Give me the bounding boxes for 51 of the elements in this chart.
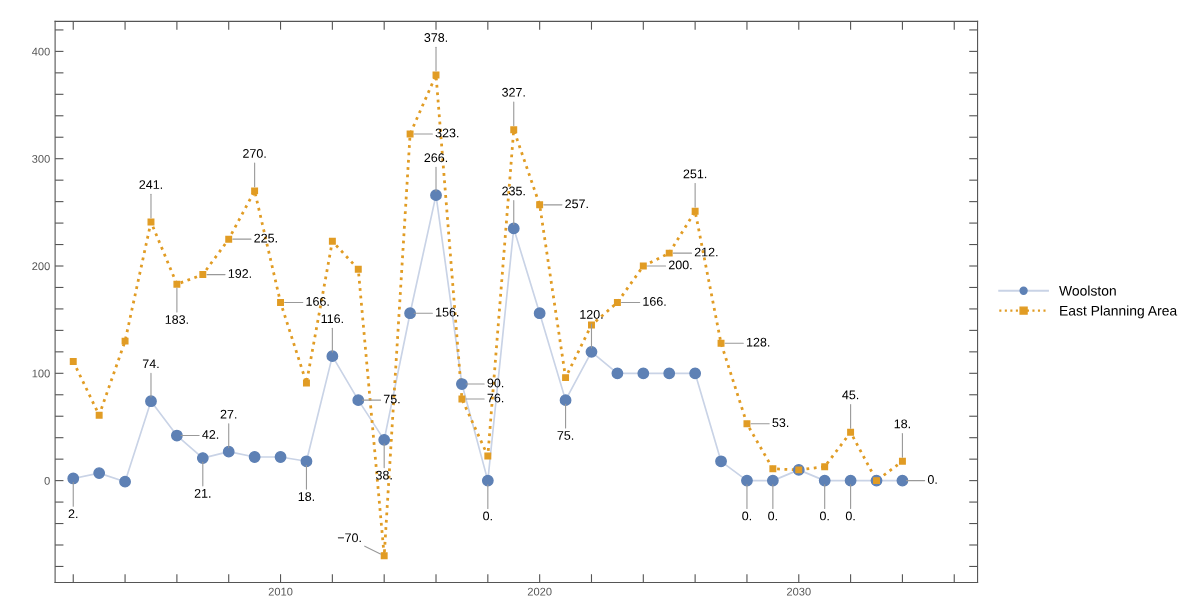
data-label: 270. [243, 149, 266, 158]
data-label: 225. [254, 233, 277, 243]
data-label: 0. [742, 511, 752, 521]
data-label: 200. [668, 260, 692, 270]
data-label: 183. [165, 315, 188, 324]
y-tick-label: 200 [32, 262, 50, 271]
data-label: 2. [68, 509, 78, 519]
data-label: 166. [643, 296, 666, 306]
data-label: 75. [557, 431, 574, 440]
x-tick-label: 2010 [268, 587, 293, 596]
data-label: 90. [487, 378, 504, 388]
data-label: 18. [894, 419, 910, 429]
data-label: 53. [772, 418, 789, 428]
data-label: 166. [306, 296, 329, 306]
data-label: 241. [139, 180, 163, 189]
data-label: 0. [768, 511, 777, 521]
data-label: 128. [746, 337, 770, 347]
data-label: 212. [694, 247, 718, 257]
data-label: 38. [375, 470, 392, 480]
data-label: −70. [337, 533, 361, 543]
data-label: 76. [487, 393, 504, 403]
data-label: 327. [502, 87, 525, 97]
data-label: 192. [228, 269, 251, 278]
data-label: 235. [502, 186, 525, 196]
data-label: 0. [483, 511, 492, 521]
data-label: 0. [845, 511, 855, 521]
y-tick-label: 100 [32, 369, 50, 378]
data-label: 45. [842, 390, 859, 400]
data-label: 120. [580, 309, 603, 319]
data-label: 18. [298, 492, 314, 502]
y-tick-label: 300 [32, 154, 50, 163]
data-label: 0. [819, 511, 829, 521]
legend-label: Woolston [1059, 285, 1116, 296]
data-label: 378. [424, 33, 448, 42]
y-tick-label: 0 [44, 476, 50, 485]
data-label: 156. [436, 307, 459, 317]
data-label: 74. [142, 359, 159, 369]
data-label: 0. [927, 475, 937, 484]
y-tick-label: 400 [31, 47, 50, 56]
data-label: 251. [683, 169, 707, 179]
data-label: 75. [383, 394, 400, 404]
data-label: 257. [565, 199, 588, 209]
x-tick-label: 2020 [527, 587, 552, 596]
x-tick-label: 2030 [786, 587, 811, 596]
data-label: 21. [194, 488, 211, 498]
data-label: 42. [202, 430, 219, 439]
data-label: 323. [435, 128, 459, 138]
data-label: 266. [424, 153, 448, 163]
legend-label: East Planning Area [1060, 305, 1178, 319]
data-label: 27. [220, 409, 237, 419]
data-label: 116. [321, 314, 343, 324]
